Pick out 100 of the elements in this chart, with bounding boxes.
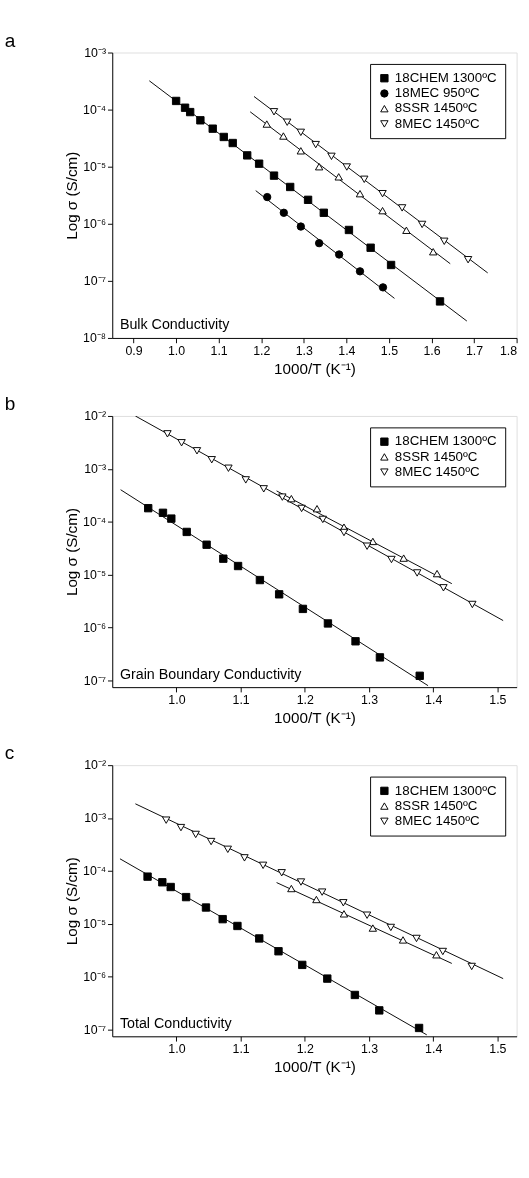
point	[171, 96, 181, 106]
y-tick-label: 10⁻⁷	[83, 1023, 107, 1037]
point	[375, 653, 385, 662]
point	[240, 854, 249, 862]
point	[263, 192, 272, 202]
y-tick-label: 10⁻⁷	[83, 673, 107, 688]
point	[386, 923, 395, 932]
x-tick-label: 1.3	[295, 343, 313, 358]
point	[208, 124, 217, 133]
legend-label: 8SSR 1450ºC	[394, 448, 478, 464]
point	[314, 163, 324, 171]
point	[366, 243, 375, 252]
point	[191, 830, 200, 839]
point	[219, 132, 228, 142]
y-tick-label: 10⁻⁶	[83, 970, 107, 985]
y-tick-label: 10⁻⁴	[83, 864, 107, 879]
point	[202, 540, 211, 549]
point	[186, 107, 195, 117]
point	[298, 960, 307, 970]
point	[143, 872, 152, 881]
y-tick-label: 10⁻⁶	[83, 620, 107, 635]
point	[176, 823, 186, 832]
point	[399, 554, 408, 562]
point	[467, 962, 476, 971]
chart-title: a	[4, 29, 16, 51]
y-tick-label: 10⁻⁸	[83, 331, 107, 346]
y-tick-label: 10⁻³	[84, 811, 107, 826]
x-tick-label: 1.8	[499, 343, 518, 358]
y-tick-label: 10⁻⁶	[83, 217, 107, 232]
point	[228, 138, 237, 148]
legend-label: 8MEC 1450ºC	[394, 463, 481, 479]
point	[278, 493, 287, 501]
point	[181, 892, 191, 902]
point	[362, 542, 372, 550]
point	[274, 590, 284, 599]
point	[414, 1023, 424, 1033]
point	[259, 485, 268, 493]
point	[286, 182, 295, 192]
point	[312, 895, 321, 904]
x-tick-label: 1.3	[360, 1041, 379, 1056]
point	[144, 504, 153, 513]
point	[269, 108, 279, 116]
x-tick-label: 1.2	[253, 343, 271, 358]
x-axis-title: 1000/T (K⁻¹)	[274, 708, 356, 726]
point	[201, 903, 211, 912]
point	[311, 140, 320, 149]
point	[233, 921, 242, 931]
point	[317, 888, 327, 896]
x-tick-label: 1.2	[296, 1041, 315, 1056]
point	[296, 128, 305, 137]
point	[355, 190, 365, 198]
point	[355, 267, 365, 276]
point	[334, 250, 344, 259]
point	[387, 555, 396, 564]
x-tick-label: 1.0	[168, 692, 186, 707]
legend-label: 18CHEM 1300ºC	[394, 433, 498, 449]
point	[415, 671, 424, 680]
point	[167, 514, 176, 523]
point	[207, 456, 216, 464]
point	[386, 260, 396, 270]
point	[162, 816, 171, 824]
point	[196, 116, 205, 125]
y-tick-label: 10⁻⁷	[83, 274, 107, 289]
point	[440, 237, 449, 245]
point	[258, 861, 268, 869]
point	[298, 604, 308, 614]
x-tick-label: 1.5	[489, 1041, 507, 1056]
point	[279, 208, 288, 217]
point	[312, 505, 322, 513]
x-axis-title: 1000/T (K⁻¹)	[274, 1058, 356, 1076]
point	[350, 990, 360, 1000]
point	[339, 528, 349, 537]
point	[378, 283, 388, 292]
point	[243, 151, 252, 160]
y-tick-label: 10⁻²	[84, 758, 107, 773]
point	[296, 878, 306, 886]
point	[223, 845, 232, 853]
point	[192, 447, 202, 455]
x-axis-title: 1000/T (K⁻¹)	[274, 359, 356, 377]
point	[158, 508, 168, 517]
point	[412, 569, 422, 577]
point	[241, 476, 250, 484]
legend-label: 18CHEM 1300ºC	[394, 782, 498, 798]
point	[327, 152, 336, 161]
point	[432, 569, 442, 578]
point	[303, 195, 313, 204]
point	[274, 947, 283, 956]
y-tick-label: 10⁻²	[84, 409, 107, 424]
x-tick-label: 1.1	[210, 343, 228, 358]
legend-label: 8SSR 1450ºC	[394, 797, 478, 813]
point	[344, 225, 354, 235]
point	[279, 132, 288, 140]
point	[262, 120, 271, 128]
y-tick-label: 10⁻⁵	[83, 160, 107, 174]
point	[438, 947, 447, 956]
point	[378, 190, 387, 198]
x-tick-label: 1.4	[425, 692, 443, 707]
y-axis-title: Log σ (S/cm)	[62, 857, 80, 946]
point	[339, 910, 349, 918]
point	[397, 204, 407, 212]
